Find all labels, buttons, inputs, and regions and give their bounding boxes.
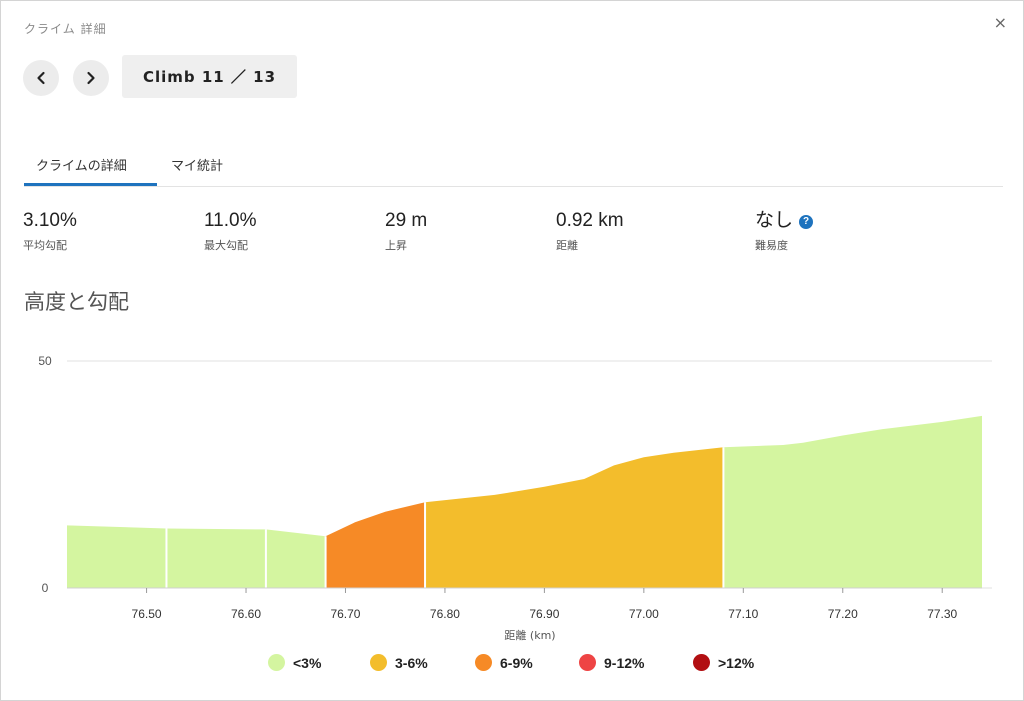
previous-climb-button[interactable] [23, 60, 59, 96]
x-tick-label: 76.60 [231, 607, 261, 621]
legend-item[interactable]: <3% [268, 654, 321, 671]
tab-my-stats[interactable]: マイ統計 [171, 159, 224, 174]
elevation-grade-chart: 0 50 76.50 76.60 76.70 76.80 76.90 77.00 77.10 77… [1, 331, 1024, 651]
climb-counter: Climb 11 ／ 13 [122, 55, 297, 98]
stat-average-grade: 3.10% 平均勾配 [23, 209, 77, 253]
close-button[interactable]: × [993, 13, 1007, 32]
legend-item[interactable]: 3-6% [370, 654, 428, 671]
area-segment-5[interactable] [425, 447, 724, 588]
stat-value: 3.10% [23, 210, 77, 231]
legend-item[interactable]: >12% [693, 654, 754, 671]
y-tick-label: 0 [42, 581, 49, 595]
stat-label: 上昇 [385, 239, 407, 252]
chevron-left-icon [37, 71, 45, 85]
x-tick-label: 76.90 [529, 607, 559, 621]
chevron-right-icon [87, 71, 95, 85]
active-tab-indicator [24, 183, 157, 186]
legend-swatch-icon [693, 654, 710, 671]
x-axis-title: 距離 (km) [504, 628, 555, 642]
elevation-chart-svg: 0 50 76.50 76.60 76.70 76.80 76.90 77.00 77.10 77… [38, 354, 992, 642]
stat-label: 難易度 [755, 239, 788, 252]
x-tick-label: 76.70 [330, 607, 360, 621]
stat-value: 0.92 km [556, 210, 624, 231]
x-tick-label: 77.00 [629, 607, 659, 621]
grade-legend: <3% 3-6% 6-9% 9-12% >12% [1, 654, 1024, 678]
stat-label: 最大勾配 [204, 239, 248, 252]
area-segment-2[interactable] [166, 528, 266, 588]
legend-item[interactable]: 6-9% [475, 654, 533, 671]
legend-swatch-icon [268, 654, 285, 671]
legend-label: 3-6% [395, 654, 428, 671]
tab-bar: クライムの詳細 マイ統計 [24, 143, 1003, 187]
stat-label: 距離 [556, 239, 578, 252]
stat-label: 平均勾配 [23, 239, 67, 252]
stat-elevation-gain: 29 m 上昇 [385, 209, 427, 253]
x-tick-label: 76.50 [132, 607, 162, 621]
section-title: 高度と勾配 [24, 290, 129, 314]
modal-title: クライム 詳細 [24, 22, 107, 36]
legend-swatch-icon [370, 654, 387, 671]
x-tick-label: 77.20 [828, 607, 858, 621]
legend-label: 6-9% [500, 654, 533, 671]
stat-difficulty: なし? 難易度 [755, 209, 814, 253]
legend-label: >12% [718, 654, 755, 671]
area-segment-3[interactable] [265, 529, 326, 588]
stat-value: なし [755, 210, 794, 231]
legend-swatch-icon [579, 654, 596, 671]
x-tick-label: 76.80 [430, 607, 460, 621]
stat-value: 29 m [385, 210, 428, 231]
stat-distance: 0.92 km 距離 [556, 209, 624, 253]
help-icon[interactable]: ? [799, 215, 814, 229]
stat-max-grade: 11.0% 最大勾配 [204, 209, 256, 253]
next-climb-button[interactable] [73, 60, 109, 96]
legend-label: 9-12% [604, 654, 645, 671]
legend-swatch-icon [475, 654, 492, 671]
x-tick-label: 77.30 [927, 607, 957, 621]
stat-value: 11.0% [204, 210, 257, 231]
x-tick-label: 77.10 [728, 607, 758, 621]
y-tick-label: 50 [38, 354, 52, 368]
area-segment-1[interactable] [67, 525, 167, 588]
area-segment-4[interactable] [325, 502, 426, 588]
legend-item[interactable]: 9-12% [579, 654, 644, 671]
area-segment-6[interactable] [723, 415, 982, 588]
tab-climb-details[interactable]: クライムの詳細 [36, 159, 127, 174]
legend-label: <3% [293, 654, 322, 671]
